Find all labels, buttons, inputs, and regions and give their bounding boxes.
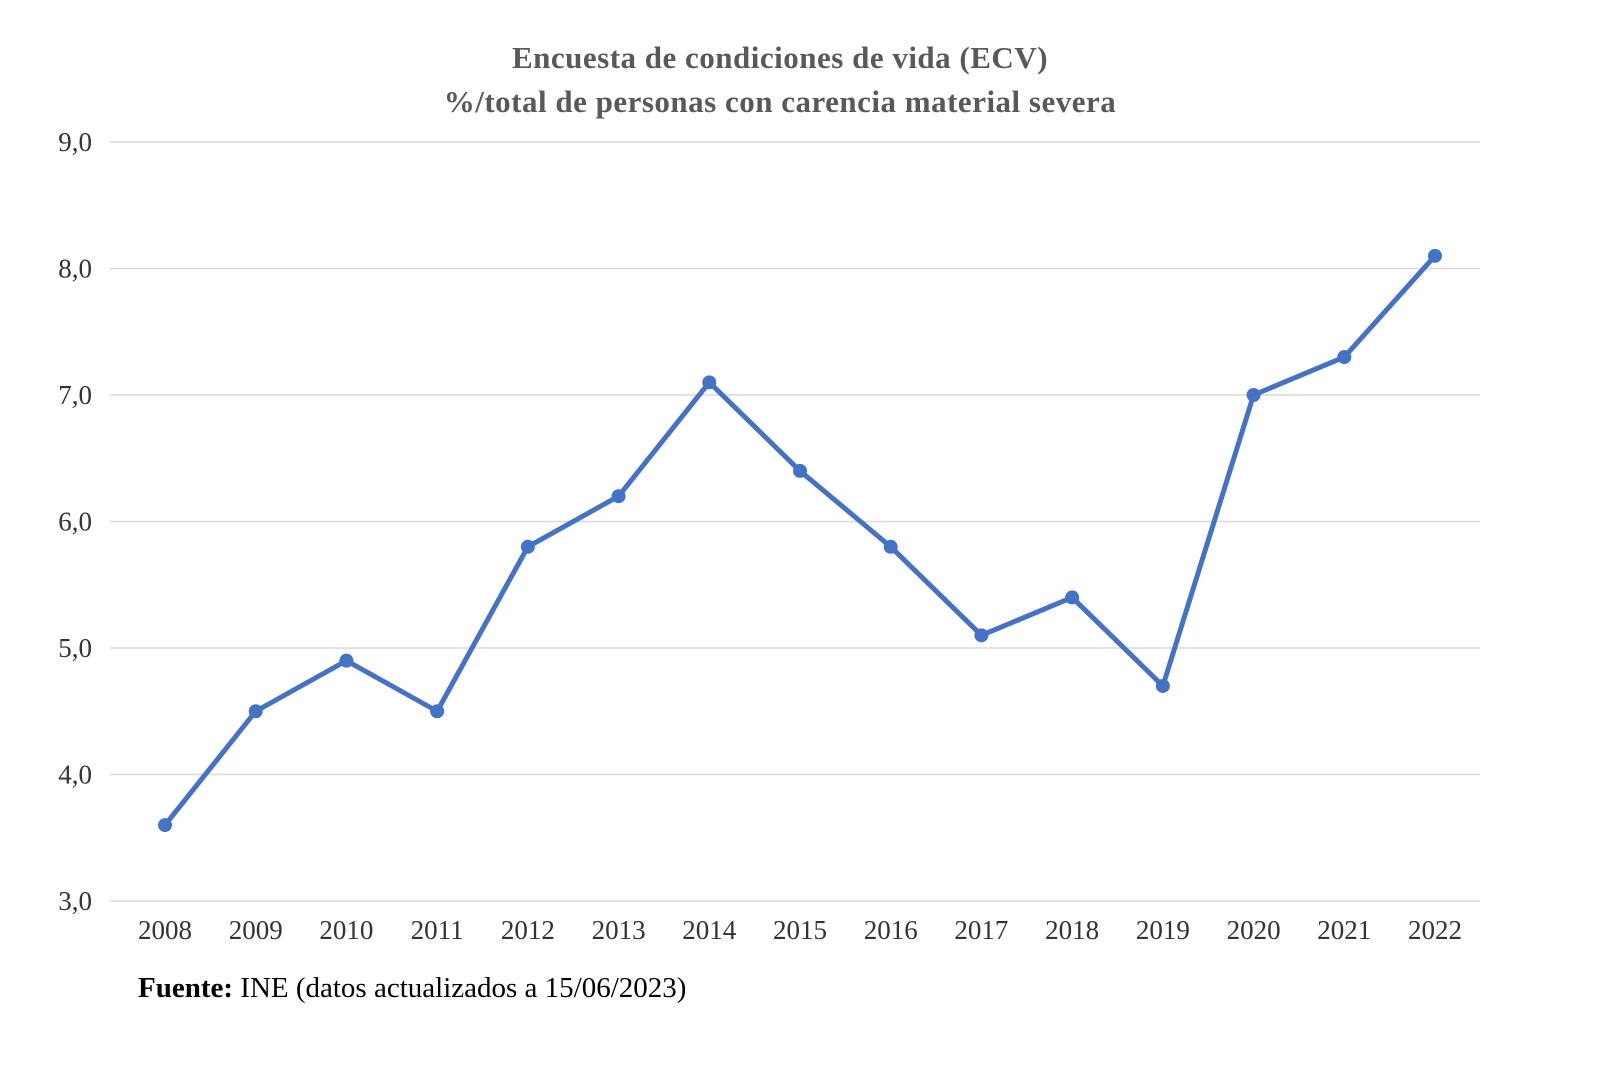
x-axis-tick-label: 2012: [501, 915, 555, 945]
x-axis-tick-label: 2009: [229, 915, 283, 945]
x-axis-tick-label: 2015: [773, 915, 827, 945]
x-axis-tick-label: 2011: [411, 915, 464, 945]
y-axis-tick-label: 9,0: [58, 127, 92, 157]
y-axis-tick-label: 7,0: [58, 380, 92, 410]
data-point: [1246, 388, 1261, 402]
chart-title-line1: Encuesta de condiciones de vida (ECV): [511, 40, 1049, 75]
data-point: [1065, 590, 1080, 605]
y-axis-tick-label: 4,0: [58, 760, 92, 790]
x-axis-tick-label: 2020: [1227, 915, 1281, 945]
x-axis-tick-label: 2016: [864, 915, 918, 945]
data-point: [702, 375, 717, 390]
y-axis-tick-label: 8,0: [58, 254, 92, 284]
x-axis-tick-label: 2010: [319, 915, 373, 945]
y-axis-tick-label: 5,0: [58, 633, 92, 663]
y-axis-tick-label: 3,0: [58, 886, 92, 916]
x-axis-tick-label: 2008: [138, 915, 192, 945]
data-point: [611, 489, 626, 504]
data-point: [974, 628, 989, 643]
data-point: [158, 818, 172, 833]
data-point: [520, 539, 535, 554]
data-point: [430, 704, 445, 719]
data-point: [248, 704, 263, 719]
chart-title-line2: %/total de personas con carencia materia…: [443, 84, 1117, 119]
x-axis-tick-label: 2013: [592, 915, 646, 945]
x-axis-tick-label: 2018: [1045, 915, 1099, 945]
x-axis-tick-label: 2017: [954, 915, 1008, 945]
source-text: INE (datos actualizados a 15/06/2023): [233, 972, 687, 1004]
source-label: Fuente:: [138, 972, 234, 1004]
x-axis-tick-label: 2022: [1408, 915, 1462, 945]
x-axis-tick-label: 2019: [1136, 915, 1190, 945]
data-point: [1428, 248, 1442, 263]
y-axis-tick-label: 6,0: [58, 507, 92, 537]
data-point: [339, 653, 354, 668]
data-point: [883, 539, 898, 554]
chart-title: Encuesta de condiciones de vida (ECV) %/…: [0, 36, 1560, 124]
source-note: Fuente: INE (datos actualizados a 15/06/…: [138, 972, 686, 1005]
data-point: [1337, 350, 1352, 365]
x-axis-tick-label: 2014: [682, 915, 737, 945]
x-axis-tick-label: 2021: [1317, 915, 1371, 945]
data-point: [1155, 678, 1170, 693]
data-point: [793, 463, 807, 478]
series-line: [162, 253, 1438, 828]
